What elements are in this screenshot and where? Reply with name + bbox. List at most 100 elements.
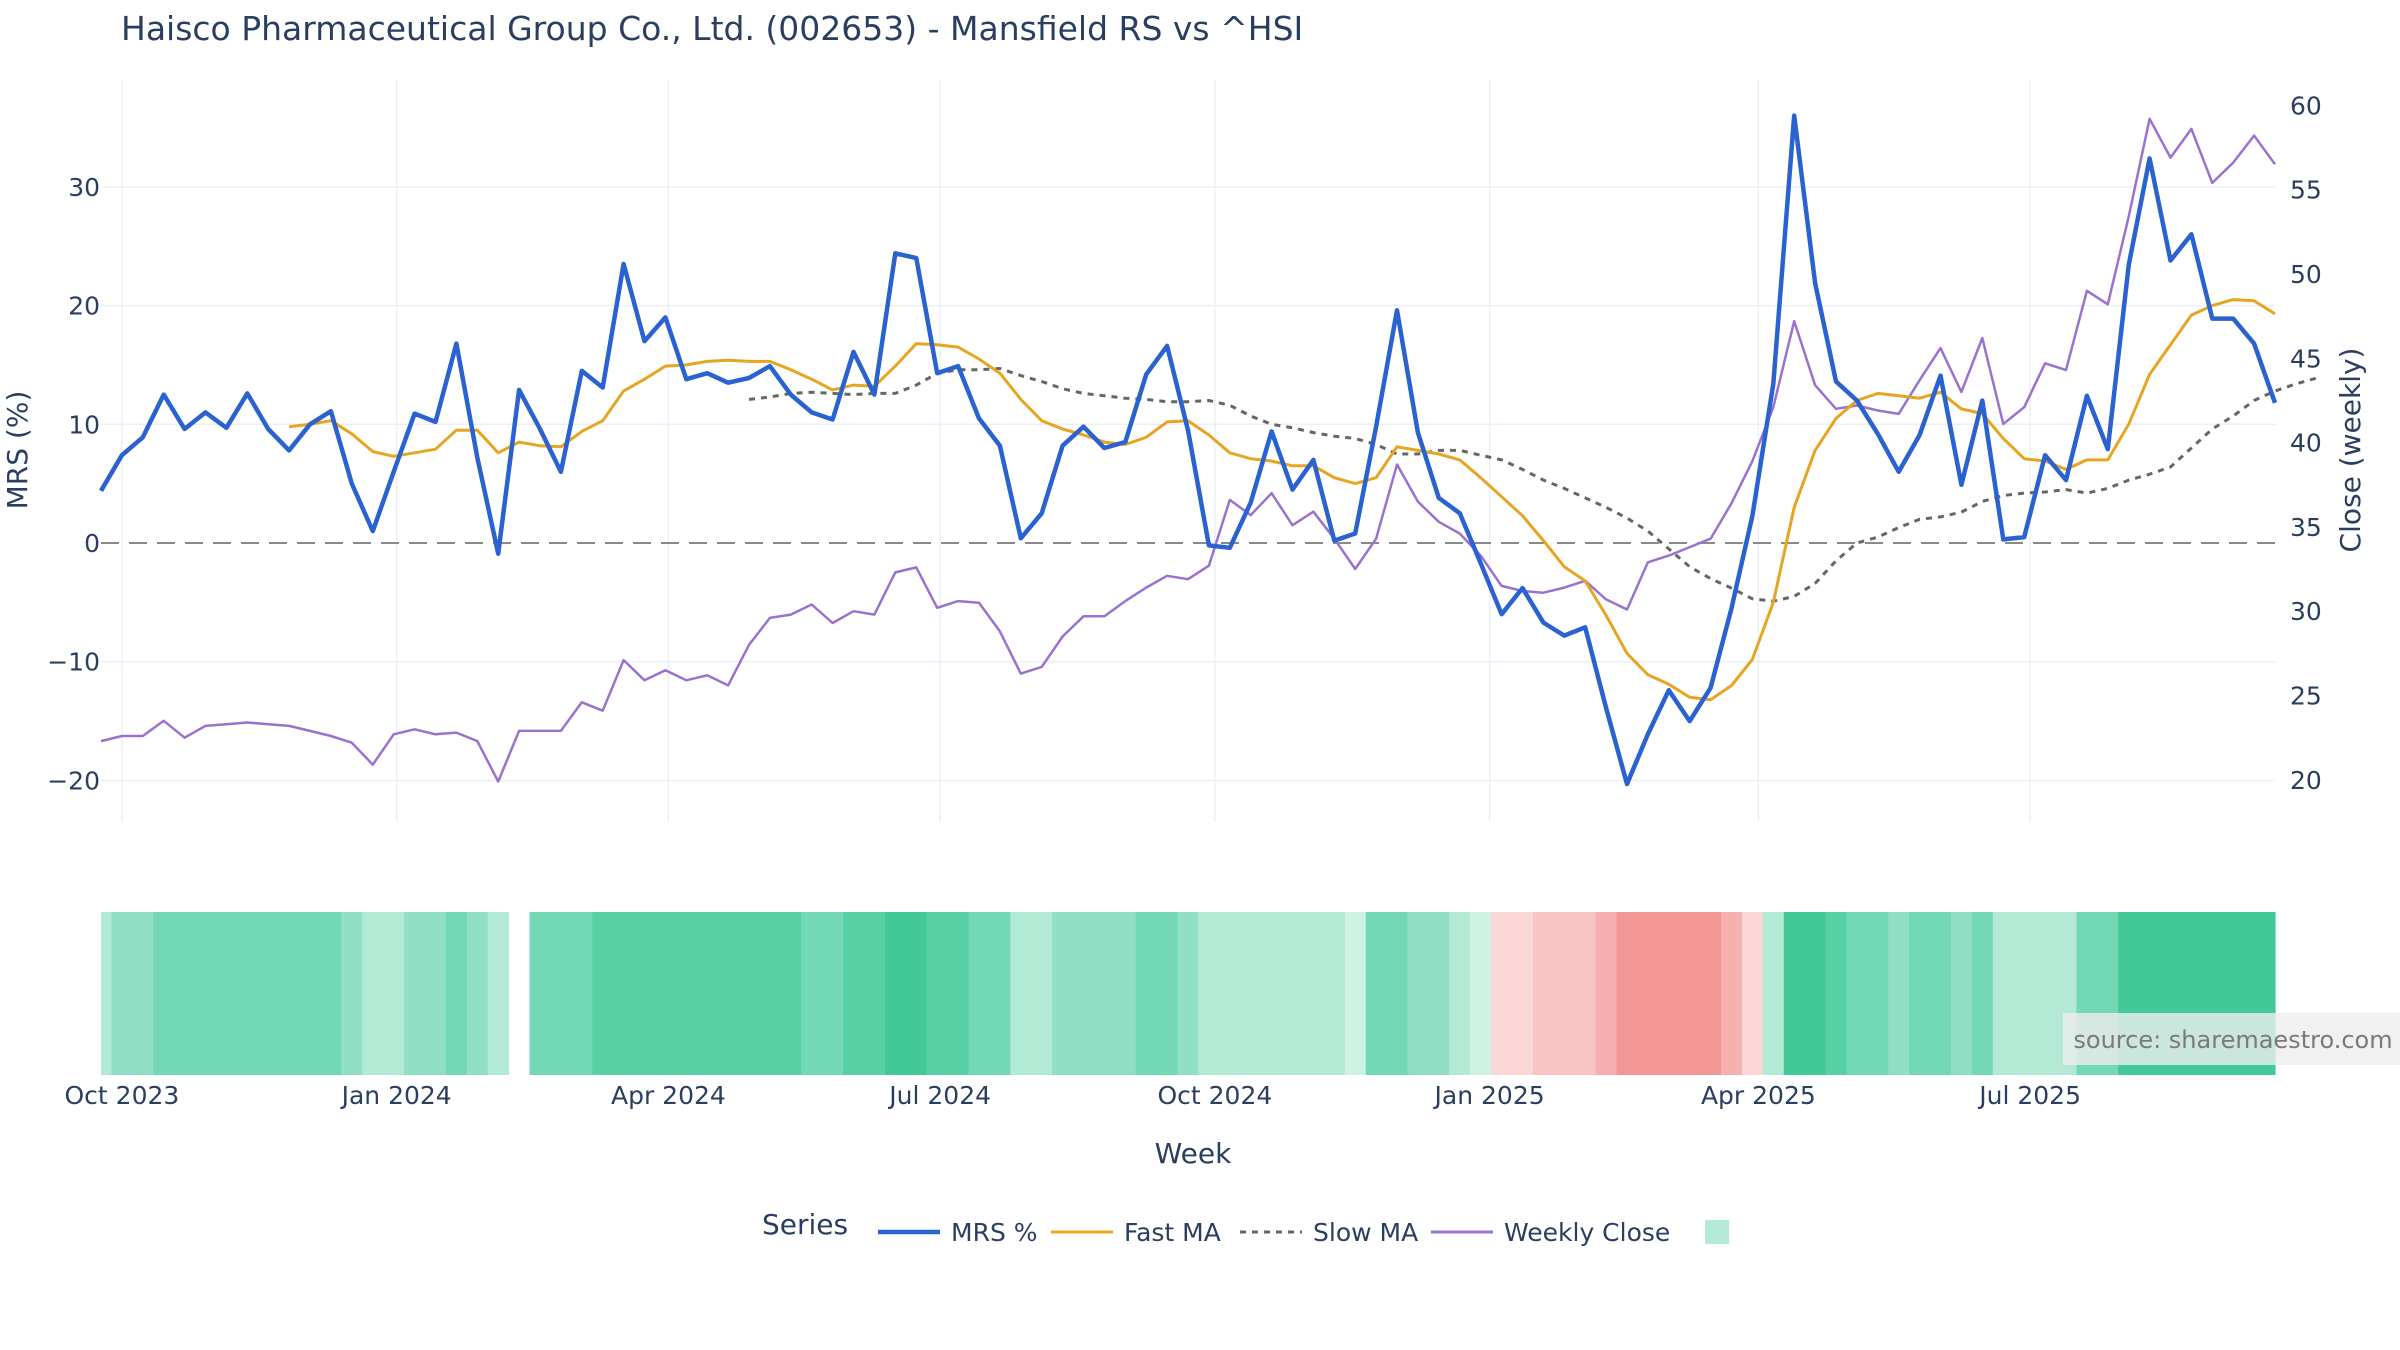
y-tick-label-right: 55 (2290, 176, 2322, 205)
heatmap-cell (843, 912, 865, 1075)
legend-item-label: Fast MA (1124, 1218, 1221, 1247)
y-tick-label-right: 40 (2290, 429, 2322, 458)
heatmap-cell (1323, 912, 1346, 1075)
heatmap-cell (1553, 912, 1576, 1075)
heatmap-cell (2013, 912, 2036, 1075)
heatmap-cell (1804, 912, 1827, 1075)
y-tick-label-left: 20 (68, 292, 100, 321)
source-label: source: sharemaestro.com (2063, 1013, 2400, 1065)
x-tick-label: Jan 2025 (1433, 1081, 1545, 1110)
x-tick-label: Apr 2025 (1701, 1081, 1816, 1110)
heatmap-cell (1428, 912, 1450, 1075)
y-axis-title-left: MRS (%) (1, 391, 34, 510)
heatmap-cell (1344, 912, 1367, 1075)
heatmap-cell (2264, 912, 2276, 1075)
heatmap-strip (101, 912, 2276, 1075)
x-axis-title: Week (1155, 1137, 1232, 1170)
legend-item-label: Slow MA (1313, 1218, 1418, 1247)
heatmap-cell (1240, 912, 1262, 1075)
heatmap-cell (801, 912, 823, 1075)
heatmap-cell (1721, 912, 1743, 1075)
heatmap-cell (101, 912, 113, 1075)
heatmap-cell (1637, 912, 1659, 1075)
heatmap-cell (362, 912, 384, 1075)
series-line-weekly-close (100, 117, 2277, 783)
heatmap-cell (1616, 912, 1639, 1075)
y-tick-label-right: 60 (2290, 91, 2322, 120)
heatmap-cell (383, 912, 405, 1075)
series-line-slow-ma (748, 367, 2318, 603)
heatmap-cell (1532, 912, 1555, 1075)
heatmap-cell (487, 912, 510, 1075)
heatmap-cell (1950, 912, 1973, 1075)
y-tick-label-right: 35 (2290, 513, 2322, 542)
legend-swatch-heatmap (1705, 1220, 1729, 1244)
heatmap-cell (926, 912, 949, 1075)
heatmap-cell (1386, 912, 1409, 1075)
heatmap-cell (1512, 912, 1534, 1075)
y-tick-label-left: 10 (68, 410, 100, 439)
heatmap-cell (1219, 912, 1241, 1075)
heatmap-cell (696, 912, 719, 1075)
heatmap-cell (989, 912, 1011, 1075)
x-tick-label: Jan 2024 (340, 1081, 452, 1110)
axes: Oct 2023 Jan 2024 Apr 2024 Jul 2024 Oct 2024… (47, 91, 2322, 1110)
heatmap-cell (1114, 912, 1137, 1075)
heatmap-cell (822, 912, 844, 1075)
x-tick-label: Oct 2024 (1157, 1081, 1272, 1110)
heatmap-cell (1700, 912, 1722, 1075)
heatmap-cell (592, 912, 614, 1075)
heatmap-cell (132, 912, 154, 1075)
y-tick-label-right: 30 (2290, 597, 2322, 626)
heatmap-cell (195, 912, 217, 1075)
heatmap-cell (1574, 912, 1597, 1075)
heatmap-cell (1093, 912, 1116, 1075)
y-tick-label-right: 25 (2290, 682, 2322, 711)
heatmap-cell (1365, 912, 1388, 1075)
heatmap-cell (236, 912, 259, 1075)
series-line-fast-ma (288, 298, 2276, 702)
heatmap-cell (153, 912, 175, 1075)
heatmap-cell (1762, 912, 1785, 1075)
heatmap-cell (759, 912, 781, 1075)
heatmap-cell (1783, 912, 1806, 1075)
heatmap-cell (1135, 912, 1158, 1075)
heatmap-cell (111, 912, 133, 1075)
heatmap-cell (1658, 912, 1680, 1075)
heatmap-cell (1261, 912, 1283, 1075)
heatmap-cell (278, 912, 301, 1075)
heatmap-cell (1909, 912, 1931, 1075)
heatmap-cell (738, 912, 761, 1075)
heatmap-cell (257, 912, 280, 1075)
heatmap-cell (905, 912, 928, 1075)
heatmap-cell (425, 912, 447, 1075)
x-tick-label: Oct 2023 (65, 1081, 180, 1110)
y-tick-label-left: 30 (68, 173, 100, 202)
heatmap-cell (1073, 912, 1095, 1075)
heatmap-cell (1867, 912, 1889, 1075)
heatmap-cell (1825, 912, 1848, 1075)
heatmap-cell (2034, 912, 2057, 1075)
heatmap-cell (780, 912, 802, 1075)
heatmap-cell (968, 912, 991, 1075)
heatmap-cell (1470, 912, 1492, 1075)
legend-item-label: MRS % (951, 1218, 1038, 1247)
legend-item-label: Weekly Close (1504, 1218, 1670, 1247)
heatmap-cell (1156, 912, 1179, 1075)
series-lines (99, 113, 2318, 787)
y-axis-title-right: Close (weekly) (2334, 348, 2367, 553)
heatmap-cell (529, 912, 552, 1075)
x-tick-label: Jul 2024 (887, 1081, 991, 1110)
heatmap-cell (445, 912, 468, 1075)
heatmap-cell (1198, 912, 1220, 1075)
y-tick-label-right: 50 (2290, 260, 2322, 289)
heatmap-cell (1302, 912, 1325, 1075)
heatmap-cell (1491, 912, 1513, 1075)
y-tick-label-right: 45 (2290, 344, 2322, 373)
plot-grid (101, 80, 2275, 822)
heatmap-cell (654, 912, 677, 1075)
legend-title: Series (762, 1208, 848, 1241)
heatmap-cell (571, 912, 593, 1075)
heatmap-cell (1595, 912, 1618, 1075)
heatmap-cell (1741, 912, 1764, 1075)
